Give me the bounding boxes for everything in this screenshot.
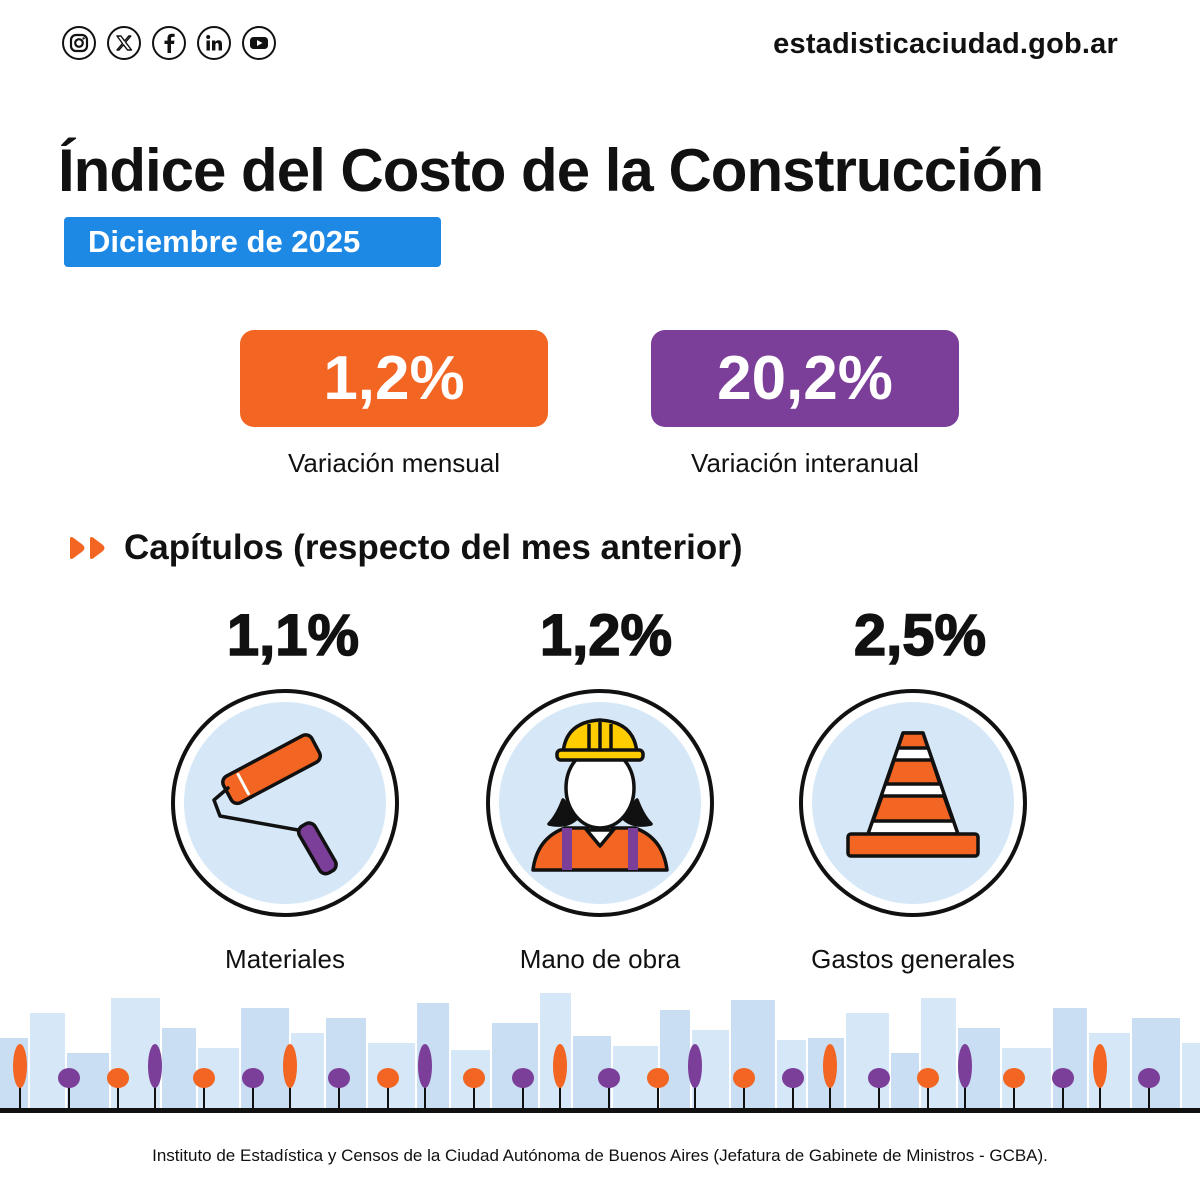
building xyxy=(846,1013,889,1108)
tree xyxy=(107,1068,129,1088)
building xyxy=(1182,1043,1200,1108)
section-title: Capítulos (respecto del mes anterior) xyxy=(124,528,743,567)
tree xyxy=(553,1044,567,1088)
tree xyxy=(958,1044,972,1088)
tree xyxy=(13,1044,27,1088)
building xyxy=(30,1013,65,1108)
facebook-icon[interactable] xyxy=(152,26,186,60)
tree xyxy=(1003,1068,1025,1088)
double-arrow-icon xyxy=(66,535,110,561)
building xyxy=(326,1018,366,1108)
building xyxy=(492,1023,538,1108)
website-link[interactable]: estadisticaciudad.gob.ar xyxy=(773,28,1118,60)
footer-text: Instituto de Estadística y Censos de la … xyxy=(152,1146,1048,1165)
tree xyxy=(377,1068,399,1088)
tree xyxy=(418,1044,432,1088)
tree xyxy=(193,1068,215,1088)
paint-roller-icon xyxy=(171,689,399,917)
tree xyxy=(58,1068,80,1088)
tree xyxy=(512,1068,534,1088)
overhead-label: Gastos generales xyxy=(811,944,1015,974)
social-icons xyxy=(62,26,276,60)
city-skyline-illustration xyxy=(0,993,1200,1113)
youtube-icon[interactable] xyxy=(242,26,276,60)
building xyxy=(660,1010,690,1108)
annual-variation-label: Variación interanual xyxy=(691,448,919,478)
page-title: Índice del Costo de la Construcción xyxy=(58,137,1044,204)
tree xyxy=(1093,1044,1107,1088)
materials-label: Materiales xyxy=(225,944,345,974)
traffic-cone-icon xyxy=(799,689,1027,917)
tree xyxy=(463,1068,485,1088)
monthly-variation-value: 1,2% xyxy=(240,330,548,427)
labor-label: Mano de obra xyxy=(519,944,681,974)
tree xyxy=(733,1068,755,1088)
date-badge: Diciembre de 2025 xyxy=(64,217,441,267)
overhead-value: 2,5% xyxy=(853,602,987,669)
annual-variation-value: 20,2% xyxy=(651,330,959,427)
building xyxy=(1132,1018,1180,1108)
building xyxy=(241,1008,289,1108)
tree xyxy=(328,1068,350,1088)
construction-worker-icon xyxy=(486,689,714,917)
linkedin-icon[interactable] xyxy=(197,26,231,60)
tree xyxy=(1052,1068,1074,1088)
tree xyxy=(917,1068,939,1088)
building xyxy=(162,1028,196,1108)
tree xyxy=(283,1044,297,1088)
building xyxy=(731,1000,775,1108)
monthly-variation-label: Variación mensual xyxy=(288,448,500,478)
building xyxy=(1053,1008,1087,1108)
tree xyxy=(823,1044,837,1088)
building xyxy=(891,1053,919,1108)
tree xyxy=(868,1068,890,1088)
materials-value: 1,1% xyxy=(226,602,360,669)
labor-value: 1,2% xyxy=(539,602,673,669)
tree xyxy=(688,1044,702,1088)
tree xyxy=(1138,1068,1160,1088)
tree xyxy=(647,1068,669,1088)
tree xyxy=(148,1044,162,1088)
section-heading: Capítulos (respecto del mes anterior) xyxy=(66,528,742,568)
instagram-icon[interactable] xyxy=(62,26,96,60)
building xyxy=(921,998,956,1108)
tree xyxy=(782,1068,804,1088)
x-icon[interactable] xyxy=(107,26,141,60)
tree xyxy=(242,1068,264,1088)
tree xyxy=(598,1068,620,1088)
